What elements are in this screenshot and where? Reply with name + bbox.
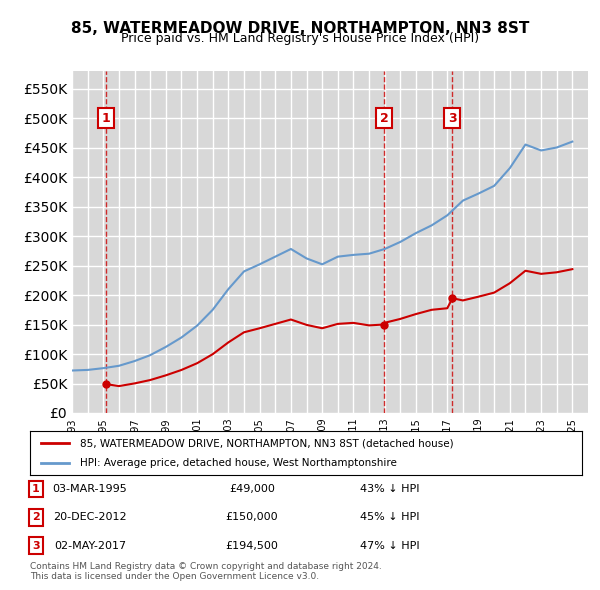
Text: £150,000: £150,000 — [226, 513, 278, 522]
Text: Contains HM Land Registry data © Crown copyright and database right 2024.
This d: Contains HM Land Registry data © Crown c… — [30, 562, 382, 581]
Text: 85, WATERMEADOW DRIVE, NORTHAMPTON, NN3 8ST: 85, WATERMEADOW DRIVE, NORTHAMPTON, NN3 … — [71, 21, 529, 35]
Text: Price paid vs. HM Land Registry's House Price Index (HPI): Price paid vs. HM Land Registry's House … — [121, 32, 479, 45]
Text: 2: 2 — [380, 112, 389, 124]
Text: 1: 1 — [32, 484, 40, 494]
Text: 3: 3 — [448, 112, 457, 124]
Text: £49,000: £49,000 — [229, 484, 275, 494]
Text: 43% ↓ HPI: 43% ↓ HPI — [360, 484, 420, 494]
Text: 3: 3 — [32, 541, 40, 550]
Text: 85, WATERMEADOW DRIVE, NORTHAMPTON, NN3 8ST (detached house): 85, WATERMEADOW DRIVE, NORTHAMPTON, NN3 … — [80, 438, 454, 448]
Text: 20-DEC-2012: 20-DEC-2012 — [53, 513, 127, 522]
Text: 45% ↓ HPI: 45% ↓ HPI — [360, 513, 420, 522]
Text: £194,500: £194,500 — [226, 541, 278, 550]
Text: 1: 1 — [101, 112, 110, 124]
Text: HPI: Average price, detached house, West Northamptonshire: HPI: Average price, detached house, West… — [80, 458, 397, 467]
Text: 2: 2 — [32, 513, 40, 522]
Text: 47% ↓ HPI: 47% ↓ HPI — [360, 541, 420, 550]
Text: 02-MAY-2017: 02-MAY-2017 — [54, 541, 126, 550]
Text: 03-MAR-1995: 03-MAR-1995 — [53, 484, 127, 494]
